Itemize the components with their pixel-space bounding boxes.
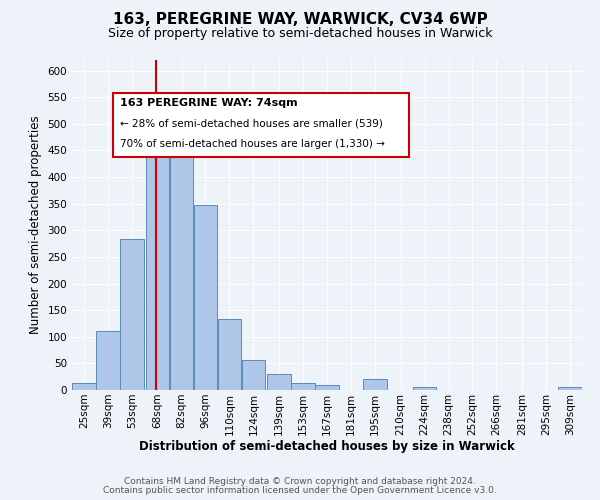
Bar xyxy=(72,383,96,390)
Bar xyxy=(315,384,339,390)
Y-axis label: Number of semi-detached properties: Number of semi-detached properties xyxy=(29,116,42,334)
Bar xyxy=(218,319,241,390)
Text: ← 28% of semi-detached houses are smaller (539): ← 28% of semi-detached houses are smalle… xyxy=(121,118,383,128)
Text: Contains HM Land Registry data © Crown copyright and database right 2024.: Contains HM Land Registry data © Crown c… xyxy=(124,477,476,486)
Bar xyxy=(194,206,217,390)
Text: 163, PEREGRINE WAY, WARWICK, CV34 6WP: 163, PEREGRINE WAY, WARWICK, CV34 6WP xyxy=(113,12,487,28)
Bar xyxy=(146,144,169,390)
Text: 163 PEREGRINE WAY: 74sqm: 163 PEREGRINE WAY: 74sqm xyxy=(121,98,298,108)
Bar xyxy=(413,388,436,390)
Bar xyxy=(558,388,582,390)
Bar xyxy=(170,144,193,390)
Bar xyxy=(242,360,265,390)
Text: Size of property relative to semi-detached houses in Warwick: Size of property relative to semi-detach… xyxy=(108,28,492,40)
Bar xyxy=(267,374,291,390)
Text: Contains public sector information licensed under the Open Government Licence v3: Contains public sector information licen… xyxy=(103,486,497,495)
Bar xyxy=(291,383,315,390)
Bar xyxy=(120,240,144,390)
FancyBboxPatch shape xyxy=(113,93,409,158)
Bar xyxy=(363,380,387,390)
X-axis label: Distribution of semi-detached houses by size in Warwick: Distribution of semi-detached houses by … xyxy=(139,440,515,454)
Text: 70% of semi-detached houses are larger (1,330) →: 70% of semi-detached houses are larger (… xyxy=(121,139,385,149)
Bar xyxy=(96,332,120,390)
